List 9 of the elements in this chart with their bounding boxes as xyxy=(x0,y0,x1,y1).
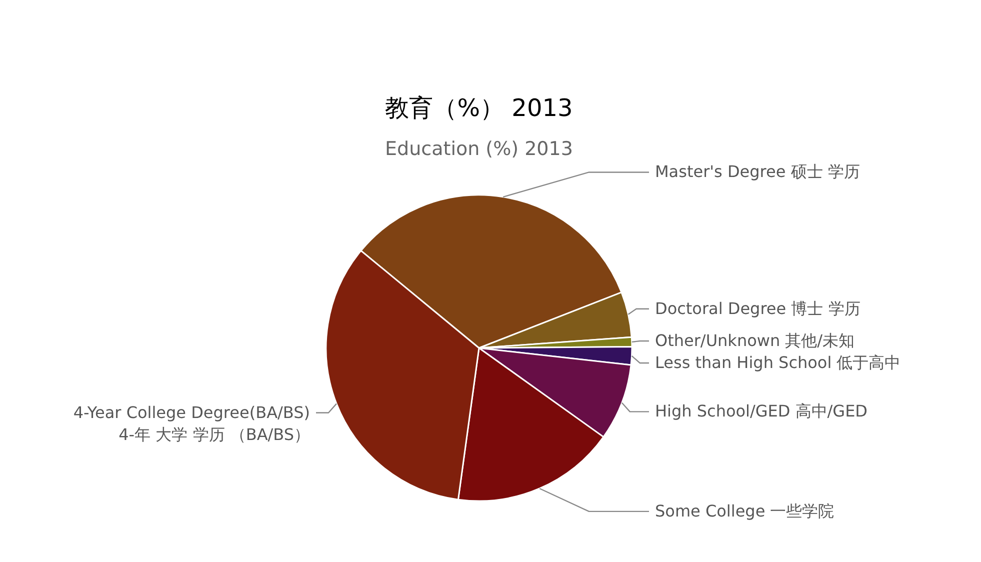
slice-label: Master's Degree 硕士 学历 xyxy=(655,162,860,182)
slice-label: Doctoral Degree 博士 学历 xyxy=(655,298,860,318)
slice-label: High School/GED 高中/GED xyxy=(655,402,868,421)
chart-subtitle: Education (%) 2013 xyxy=(385,138,573,160)
slice-label: Other/Unknown 其他/未知 xyxy=(655,330,855,350)
slice-label: 4-Year College Degree(BA/BS) 4-年 大学 学历 （BA/BS） xyxy=(73,402,310,444)
slice-label: Less than High School 低于高中 xyxy=(655,352,901,372)
chart-title: 教育（%） 2013 xyxy=(385,94,573,122)
slice-label: Some College 一些学院 xyxy=(655,501,834,520)
